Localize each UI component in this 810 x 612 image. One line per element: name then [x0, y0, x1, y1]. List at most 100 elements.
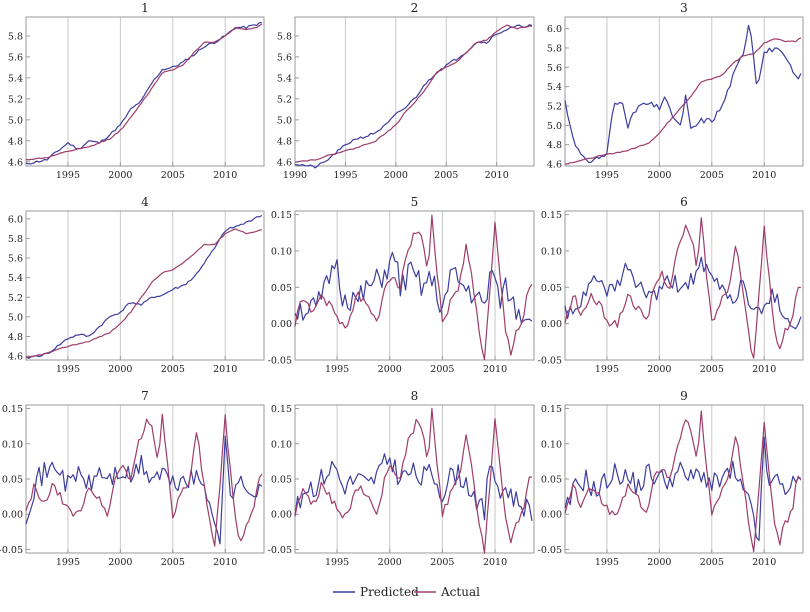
x-tick-label: 2005: [700, 557, 724, 568]
x-tick-label: 2010: [752, 170, 776, 181]
x-tick-label: 2005: [700, 364, 724, 375]
y-tick-label: 0.00: [271, 319, 292, 330]
x-tick-label: 1995: [56, 557, 80, 568]
x-tick-label: 2010: [213, 557, 237, 568]
x-tick-label: 2000: [647, 557, 671, 568]
plot-frame: [294, 210, 535, 361]
legend: Predicted Actual: [333, 585, 480, 599]
panel-title: 2: [411, 1, 419, 15]
y-tick-label: 5.0: [277, 115, 292, 126]
y-tick-label: 4.6: [277, 157, 292, 168]
x-tick-label: 1995: [333, 170, 357, 181]
series-line-actual: [25, 413, 263, 547]
y-tick-label: 5.0: [547, 121, 562, 132]
x-tick-label: 2005: [434, 170, 458, 181]
plot-frame: [25, 210, 265, 361]
panel-6: 6 -0.05 0.00 0.05 0.10 0.15 1995 2000 2005 2010: [538, 195, 804, 375]
series-line-actual: [294, 214, 533, 361]
y-tick-label: 4.8: [547, 140, 562, 151]
y-tick-label: -0.05: [538, 545, 562, 556]
y-tick-label: 5.8: [277, 31, 292, 42]
panel-7: 7 -0.05 0.00 0.05 0.10 0.15 1995 2000 2005 2010: [0, 389, 265, 568]
y-tick-label: 5.6: [8, 254, 23, 265]
y-tick-label: 0.05: [541, 283, 562, 294]
series-line-predicted: [294, 251, 533, 324]
y-tick-label: 5.2: [277, 94, 292, 105]
y-tick-label: 4.6: [8, 157, 23, 168]
y-tick-label: 0.15: [541, 404, 562, 415]
y-tick-label: 5.8: [8, 31, 23, 42]
y-tick-label: 0.10: [541, 439, 562, 450]
y-tick-label: 5.4: [277, 73, 292, 84]
series-line-predicted: [25, 435, 263, 545]
y-tick-label: 4.8: [8, 332, 23, 343]
series-line-predicted: [294, 453, 533, 521]
legend-label-actual: Actual: [440, 585, 480, 599]
y-tick-label: 5.6: [8, 52, 23, 63]
x-tick-label: 2005: [430, 364, 454, 375]
y-tick-label: 0.05: [271, 475, 292, 486]
y-tick-label: -0.05: [538, 356, 562, 367]
x-tick-label: 2005: [700, 170, 724, 181]
y-tick-label: 0.05: [2, 475, 23, 486]
y-tick-label: -0.05: [268, 356, 292, 367]
x-tick-label: 2000: [108, 557, 132, 568]
y-tick-label: 5.0: [8, 312, 23, 323]
y-tick-label: 6.0: [547, 24, 562, 35]
x-tick-label: 2000: [108, 364, 132, 375]
panel-2: 2 4.6 4.8 5.0 5.2 5.4 5.6 5.8 1990 1995 2000 2005 20…: [277, 1, 535, 181]
x-tick-label: 1995: [56, 364, 80, 375]
y-tick-label: 0.15: [2, 404, 23, 415]
y-tick-label: 0.10: [541, 246, 562, 257]
series-line-actual: [294, 24, 533, 163]
y-tick-label: 5.6: [547, 63, 562, 74]
x-tick-label: 2000: [647, 364, 671, 375]
x-tick-label: 2010: [483, 557, 507, 568]
plot-frame: [564, 16, 804, 167]
y-tick-label: 0.10: [271, 246, 292, 257]
x-tick-label: 2005: [161, 170, 185, 181]
y-tick-label: 0.00: [541, 510, 562, 521]
plot-frame: [25, 16, 265, 167]
panel-title: 4: [141, 195, 149, 209]
y-tick-label: 5.4: [8, 273, 23, 284]
y-tick-label: 5.2: [547, 102, 562, 113]
y-tick-label: 0.10: [271, 439, 292, 450]
panel-title: 7: [141, 389, 149, 403]
y-tick-label: 5.8: [8, 234, 23, 245]
x-tick-label: 1995: [56, 170, 80, 181]
series-line-predicted: [564, 24, 802, 163]
y-tick-label: 0.00: [2, 510, 23, 521]
x-tick-label: 2000: [378, 364, 402, 375]
series-line-actual: [564, 217, 801, 359]
y-tick-label: -0.05: [268, 545, 292, 556]
x-tick-label: 2005: [161, 557, 185, 568]
x-tick-label: 2010: [483, 364, 507, 375]
y-tick-label: 0.15: [271, 210, 292, 221]
x-tick-label: 1995: [325, 364, 349, 375]
plot-frame: [564, 404, 804, 554]
x-tick-label: 1990: [283, 170, 307, 181]
x-tick-label: 2010: [485, 170, 509, 181]
panel-1: 1 4.6 4.8 5.0 5.2 5.4 5.6 5.8 1995 2000 2005 2010: [8, 1, 265, 181]
panel-8: 8 -0.05 0.00 0.05 0.10 0.15 1995 2000 2005 2010: [268, 389, 535, 568]
y-tick-label: 0.05: [541, 475, 562, 486]
y-tick-label: 4.8: [8, 136, 23, 147]
series-line-predicted: [25, 214, 263, 359]
y-tick-label: 4.6: [8, 352, 23, 363]
x-tick-label: 2010: [213, 364, 237, 375]
y-tick-label: 0.00: [271, 510, 292, 521]
series-line-predicted: [25, 22, 262, 165]
panel-3: 3 4.6 4.8 5.0 5.2 5.4 5.6 5.8 6.0 1995 2000 2005 201…: [547, 1, 804, 181]
series-line-actual: [25, 23, 263, 161]
y-tick-label: -0.05: [0, 545, 23, 556]
panel-9: 9 -0.05 0.00 0.05 0.10 0.15 1995 2000 2005 2010: [538, 389, 804, 568]
x-tick-label: 2000: [647, 170, 671, 181]
legend-label-predicted: Predicted: [360, 585, 419, 599]
plot-frame: [564, 210, 804, 361]
y-tick-label: 0.10: [2, 439, 23, 450]
panel-title: 5: [411, 195, 419, 209]
panel-title: 3: [680, 1, 688, 15]
y-tick-label: 5.2: [8, 293, 23, 304]
